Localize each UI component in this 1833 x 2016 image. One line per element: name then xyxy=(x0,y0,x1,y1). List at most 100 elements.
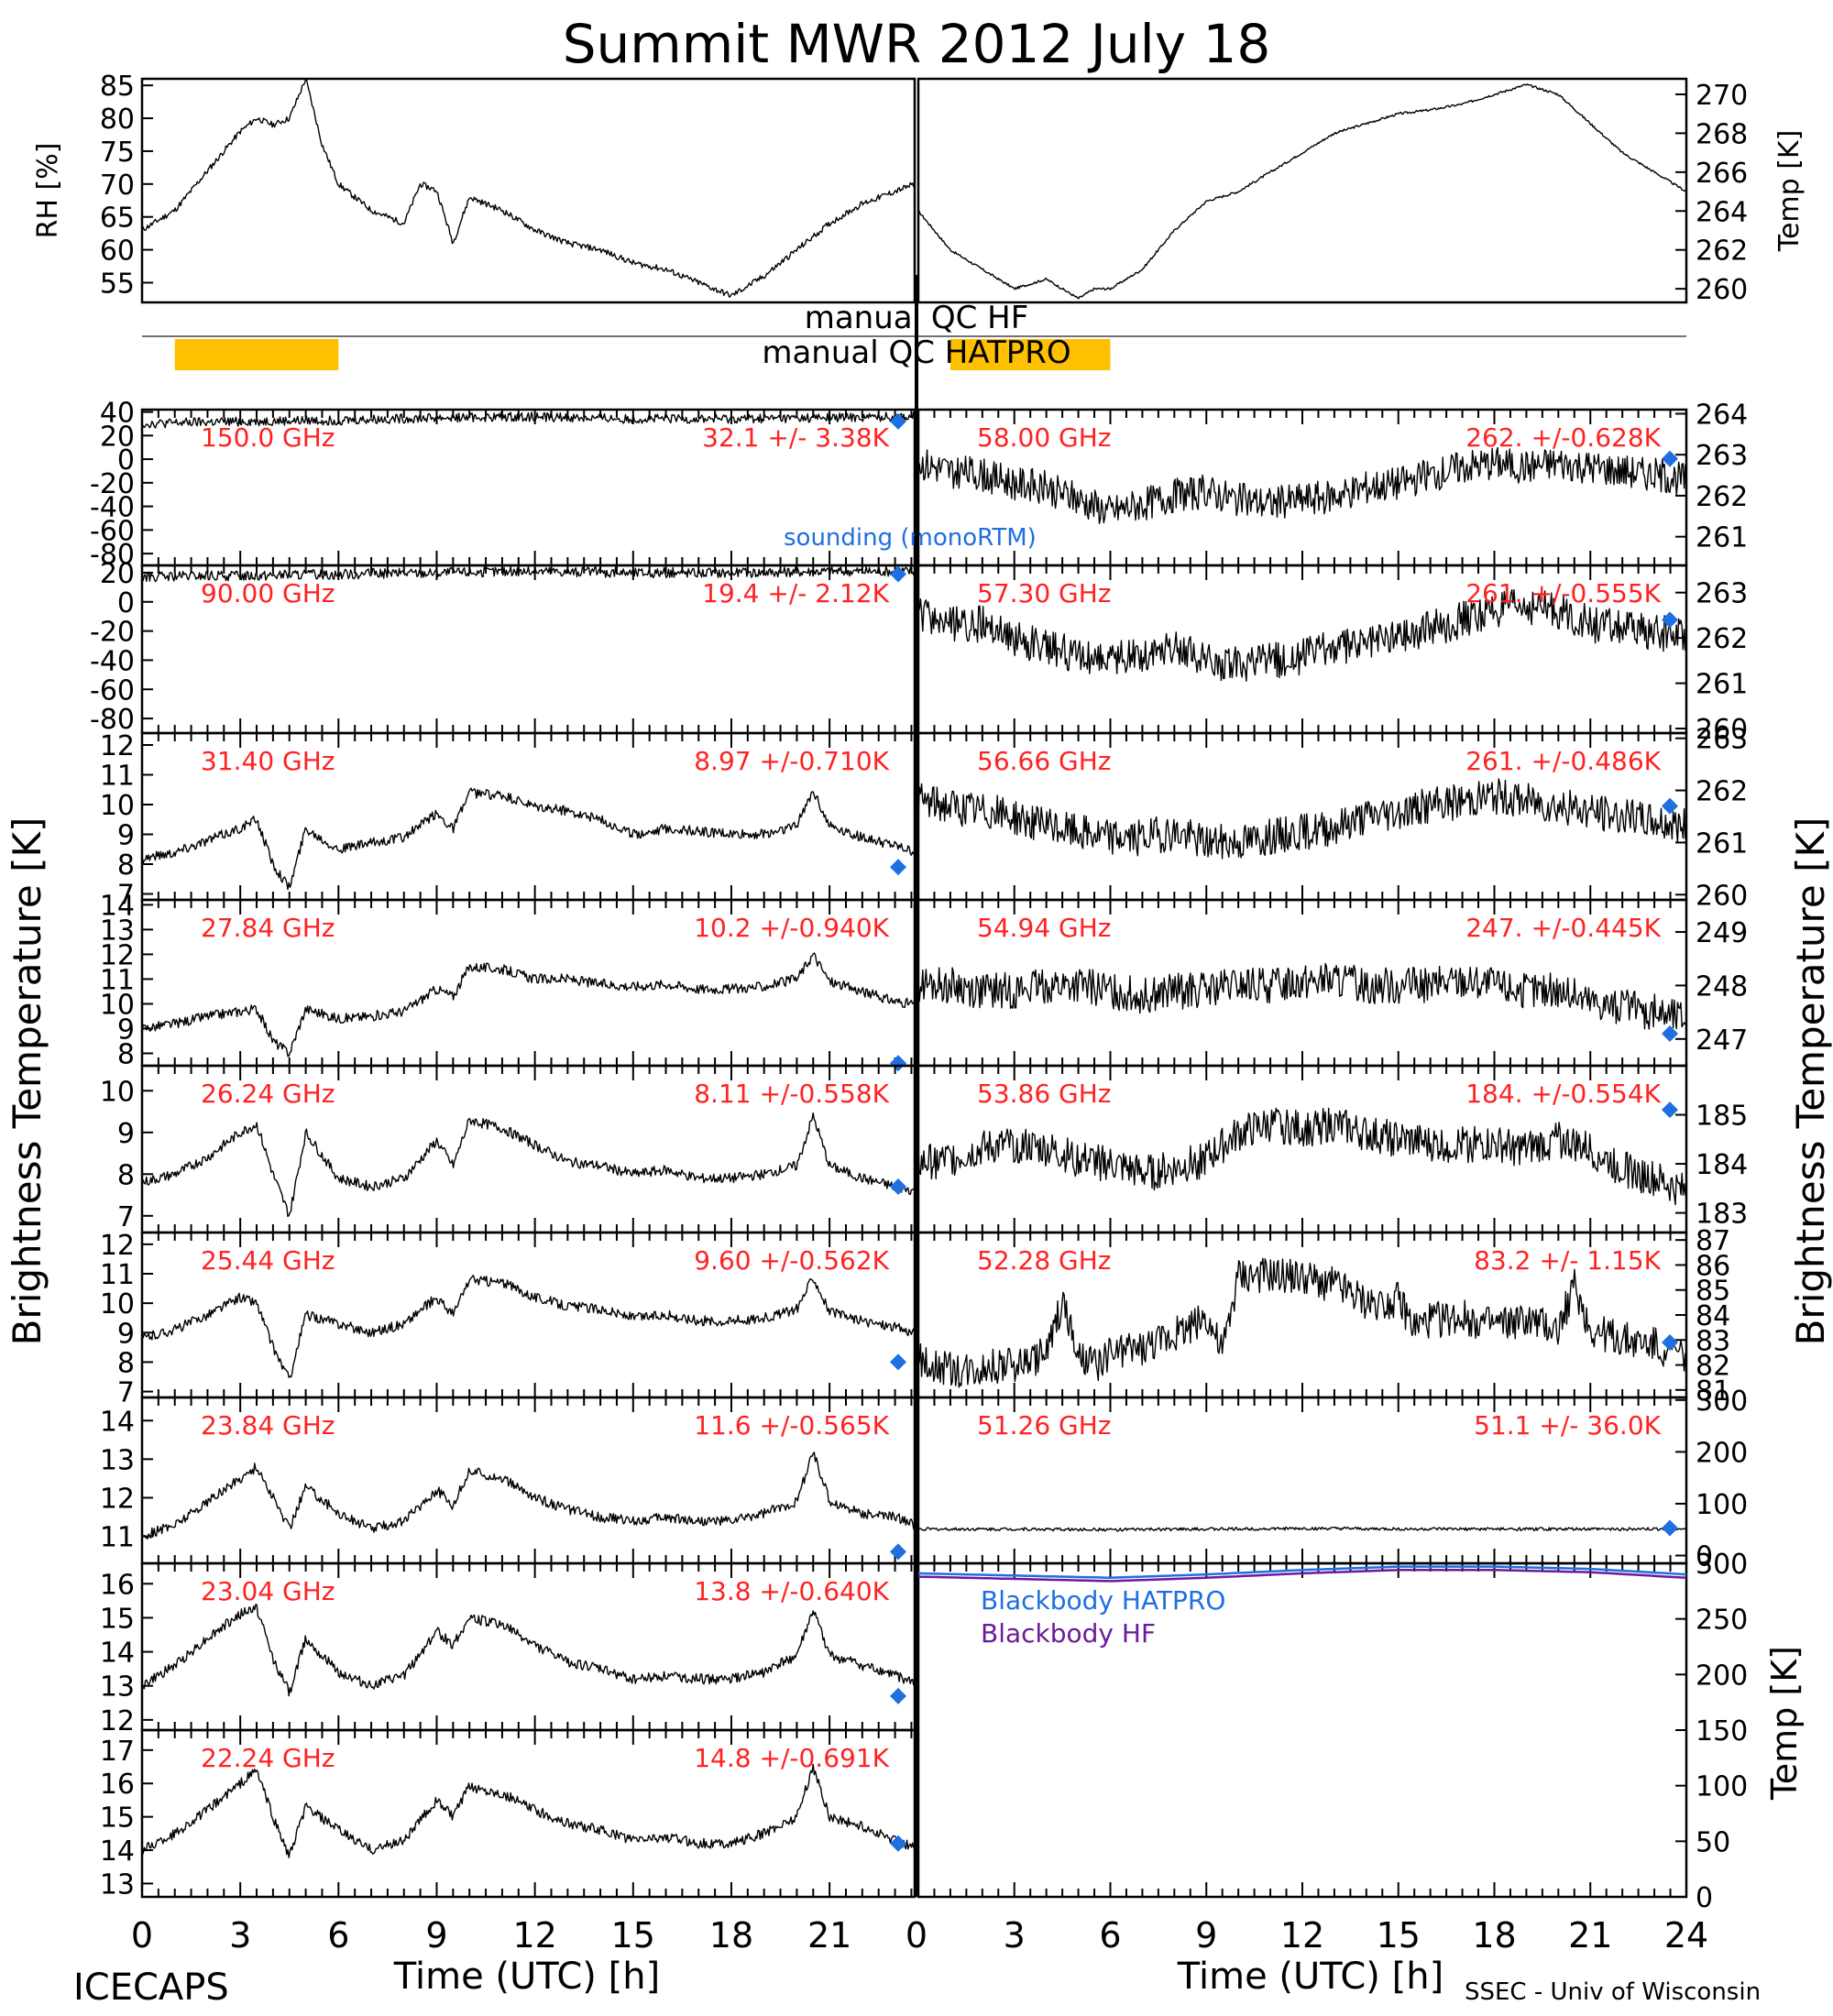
ch-31.40-freq-label: 31.40 GHz xyxy=(201,746,335,776)
ch-23.04-axis-ytick-label: 12 xyxy=(100,1705,135,1737)
ch-58.00-line xyxy=(917,446,1687,524)
right-xtick-label: 21 xyxy=(1568,1915,1612,1956)
ch-26.24-axis-ytick-label: 8 xyxy=(117,1159,135,1191)
blackbody-legend-0: Blackbody HATPRO xyxy=(981,1585,1225,1616)
blackbody-ylabel: Temp [K] xyxy=(1764,1646,1805,1801)
ch-56.66-freq-label: 56.66 GHz xyxy=(977,746,1112,776)
ch-27.84-sounding-marker xyxy=(890,1055,906,1072)
ch-58.00-axis-ytick-label: 262 xyxy=(1696,481,1748,513)
ch-27.84-stat-label: 10.2 +/-0.940K xyxy=(694,913,889,943)
ch-52.28-axis-ytick-label: 82 xyxy=(1696,1351,1730,1383)
ch-31.40-axis-ytick-label: 8 xyxy=(117,849,135,882)
ch-52.28-stat-label: 83.2 +/- 1.15K xyxy=(1474,1245,1661,1276)
ch-56.66-sounding-marker xyxy=(1662,797,1678,815)
ch-57.30-line xyxy=(917,589,1687,682)
ch-26.24-axis-ytick-label: 9 xyxy=(117,1118,135,1150)
blackbody-series-1 xyxy=(917,1569,1687,1583)
rh-axis-ytick-label: 85 xyxy=(100,71,135,103)
ch-23.84-line xyxy=(141,1452,916,1539)
ch-57.30-freq-label: 57.30 GHz xyxy=(977,578,1112,608)
ch-25.44-line xyxy=(141,1275,916,1378)
right-xtick-label: 6 xyxy=(1099,1915,1121,1956)
ch-23.84-axis-ytick-label: 13 xyxy=(100,1444,135,1476)
ch-25.44-axis-ytick-label: 7 xyxy=(117,1377,135,1409)
ch-53.86-line xyxy=(917,1107,1687,1206)
blackbody-axis-ytick-label: 0 xyxy=(1696,1882,1713,1914)
ch-150-note: sounding (monoRTM) xyxy=(784,524,1037,552)
ch-54.94-line xyxy=(917,962,1687,1030)
ch-25.44-axis-ytick-label: 10 xyxy=(100,1288,135,1320)
temp-axis-ytick-label: 270 xyxy=(1696,80,1748,112)
ch-23.04-freq-label: 23.04 GHz xyxy=(201,1576,335,1606)
rh-panel-frame xyxy=(140,77,916,304)
temp-ylabel: Temp [K] xyxy=(1773,130,1806,253)
ch-22.24-sounding-marker xyxy=(890,1835,906,1852)
ch-150-axis-ytick-label: -60 xyxy=(90,515,135,547)
ch-26.24-axis-ytick-label: 7 xyxy=(117,1201,135,1233)
ch-150-axis-ytick-label: -80 xyxy=(90,539,135,571)
ch-23.84-axis-ytick-label: 11 xyxy=(100,1522,135,1554)
ch-23.84-x-ticks xyxy=(141,1397,913,1563)
ch-51.26-freq-label: 51.26 GHz xyxy=(977,1410,1112,1441)
chart-title: Summit MWR 2012 July 18 xyxy=(563,13,1271,75)
ch-57.30-axis-ytick-label: 260 xyxy=(1696,714,1748,746)
footer-right: SSEC - Univ of Wisconsin xyxy=(1465,1978,1761,2006)
ch-52.28-axis-ytick-label: 81 xyxy=(1696,1375,1730,1408)
ch-150-stat-label: 32.1 +/- 3.38K xyxy=(702,422,889,453)
ch-26.24-axis-ytick-label: 10 xyxy=(100,1076,135,1108)
ch-90-freq-label: 90.00 GHz xyxy=(201,578,335,608)
ch-27.84-axis-ytick-label: 8 xyxy=(117,1038,135,1070)
ch-53.86-freq-label: 53.86 GHz xyxy=(977,1079,1112,1109)
ch-22.24-line xyxy=(141,1763,916,1858)
ch-31.40-stat-label: 8.97 +/-0.710K xyxy=(694,746,889,776)
ch-53.86-axis-ytick-label: 185 xyxy=(1696,1101,1748,1133)
ch-23.84-freq-label: 23.84 GHz xyxy=(201,1410,335,1441)
blackbody-series-0 xyxy=(917,1565,1687,1580)
ch-26.24-stat-label: 8.11 +/-0.558K xyxy=(694,1079,889,1109)
ch-26.24-line xyxy=(141,1112,916,1218)
temp-axis-ytick-label: 262 xyxy=(1696,236,1748,268)
ch-150-axis-ytick-label: -20 xyxy=(90,468,135,500)
ch-51.26-axis-ytick-label: 0 xyxy=(1696,1541,1713,1573)
ch-54.94-axis-ytick-label: 247 xyxy=(1696,1024,1748,1057)
ch-27.84-axis-ytick-label: 9 xyxy=(117,1013,135,1046)
ch-27.84-line xyxy=(141,952,916,1057)
ch-23.04-line xyxy=(141,1604,916,1697)
left-xtick-label: 18 xyxy=(709,1915,753,1956)
ch-23.04-stat-label: 13.8 +/-0.640K xyxy=(694,1576,889,1606)
ch-54.94-freq-label: 54.94 GHz xyxy=(977,913,1112,943)
ch-23.04-axis-ytick-label: 15 xyxy=(100,1603,135,1635)
ch-51.26-axis-ytick-label: 100 xyxy=(1696,1489,1748,1521)
ch-25.44-axis-ytick-label: 8 xyxy=(117,1347,135,1379)
ch-90-axis-ytick-label: -20 xyxy=(90,617,135,649)
ch-58.00-axis-ytick-label: 264 xyxy=(1696,399,1748,431)
ch-25.44-stat-label: 9.60 +/-0.562K xyxy=(694,1245,889,1276)
ch-23.04-axis-ytick-label: 14 xyxy=(100,1638,135,1670)
ch-90-axis-ytick-label: -40 xyxy=(90,645,135,677)
ch-23.04-x-ticks xyxy=(141,1563,913,1730)
ch-25.44-axis-ytick-label: 12 xyxy=(100,1230,135,1262)
ch-26.24-sounding-marker xyxy=(890,1178,906,1195)
ch-52.28-axis-ytick-label: 83 xyxy=(1696,1325,1730,1357)
ch-150-freq-label: 150.0 GHz xyxy=(201,422,335,453)
ch-52.28-line xyxy=(917,1257,1687,1388)
ch-57.30-axis-ytick-label: 261 xyxy=(1696,669,1748,701)
ch-22.24-x-ticks xyxy=(141,1730,913,1897)
ch-90-axis-ytick-label: 0 xyxy=(117,587,135,619)
ch-150-axis-ytick-label: 20 xyxy=(100,421,135,453)
ch-22.24-axis-ytick-label: 15 xyxy=(100,1802,135,1835)
temp-axis-ytick-label: 260 xyxy=(1696,274,1748,306)
ch-52.28-axis-ytick-label: 84 xyxy=(1696,1300,1730,1332)
ch-23.04-sounding-marker xyxy=(890,1687,906,1704)
temp-axis-ytick-label: 266 xyxy=(1696,158,1748,190)
rh-line xyxy=(141,79,916,298)
right-xtick-label: 15 xyxy=(1377,1915,1421,1956)
ch-53.86-axis-ytick-label: 183 xyxy=(1696,1199,1748,1231)
ch-56.66-axis-ytick-label: 261 xyxy=(1696,827,1748,860)
blackbody-axis-ytick-label: 100 xyxy=(1696,1771,1748,1803)
ch-52.28-sounding-marker xyxy=(1662,1334,1678,1351)
ch-58.00-freq-label: 58.00 GHz xyxy=(977,422,1112,453)
ch-51.26-line xyxy=(917,1526,1687,1532)
ch-31.40-axis-ytick-label: 9 xyxy=(117,820,135,852)
